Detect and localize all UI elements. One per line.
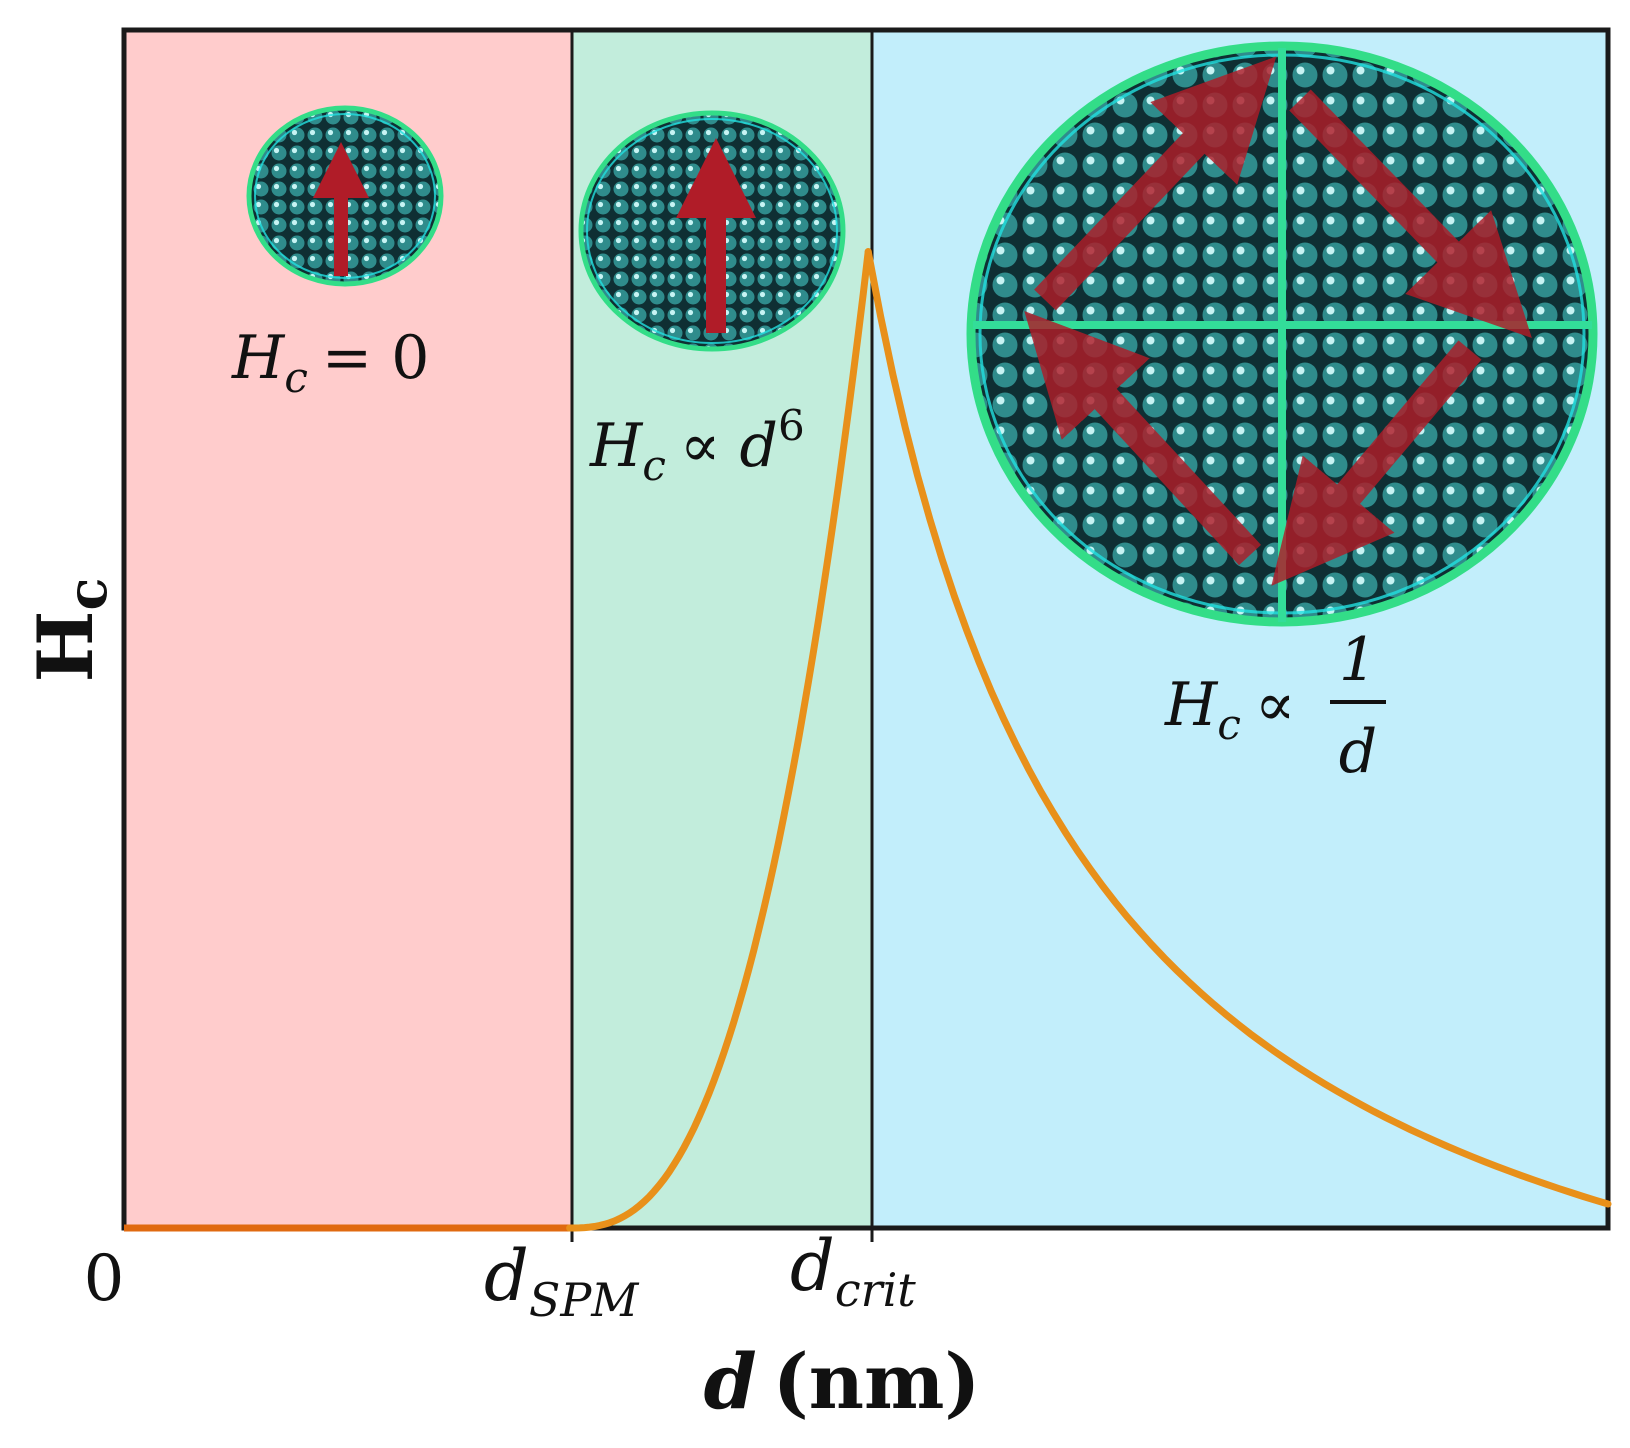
x-axis-label: d (nm) xyxy=(704,1337,981,1426)
fraction-denominator: d xyxy=(1339,717,1377,787)
y-axis-label: Hc xyxy=(21,578,119,683)
x-tick-dcrit: dcrit xyxy=(790,1225,916,1317)
annotation-d6-scaling: Hc ∝ d6 xyxy=(589,401,805,490)
domain-arrow-icon xyxy=(1024,310,1262,566)
curve-decaying-segment xyxy=(864,248,1612,1208)
domain-arrow-icon xyxy=(1271,340,1482,586)
x-tick-dspm: dSPM xyxy=(484,1235,640,1327)
x-tick-zero: 0 xyxy=(84,1242,125,1316)
particle-multi-domain xyxy=(966,41,1598,627)
plot-frame xyxy=(121,27,1611,1231)
svg-text:Hc∝: Hc ∝ xyxy=(1164,670,1295,749)
annotation-zero-coercivity: Hc = 0 xyxy=(231,323,429,402)
annotation-inverse-d-scaling: Hc ∝ 1 d xyxy=(1164,625,1386,787)
curve-rising-segment xyxy=(566,248,872,1232)
particle-superparamagnetic xyxy=(246,105,444,287)
domain-arrow-icon xyxy=(1034,56,1277,311)
particle-single-domain xyxy=(578,110,846,352)
fraction-numerator: 1 xyxy=(1339,625,1377,695)
domain-arrow-icon xyxy=(1289,89,1532,338)
